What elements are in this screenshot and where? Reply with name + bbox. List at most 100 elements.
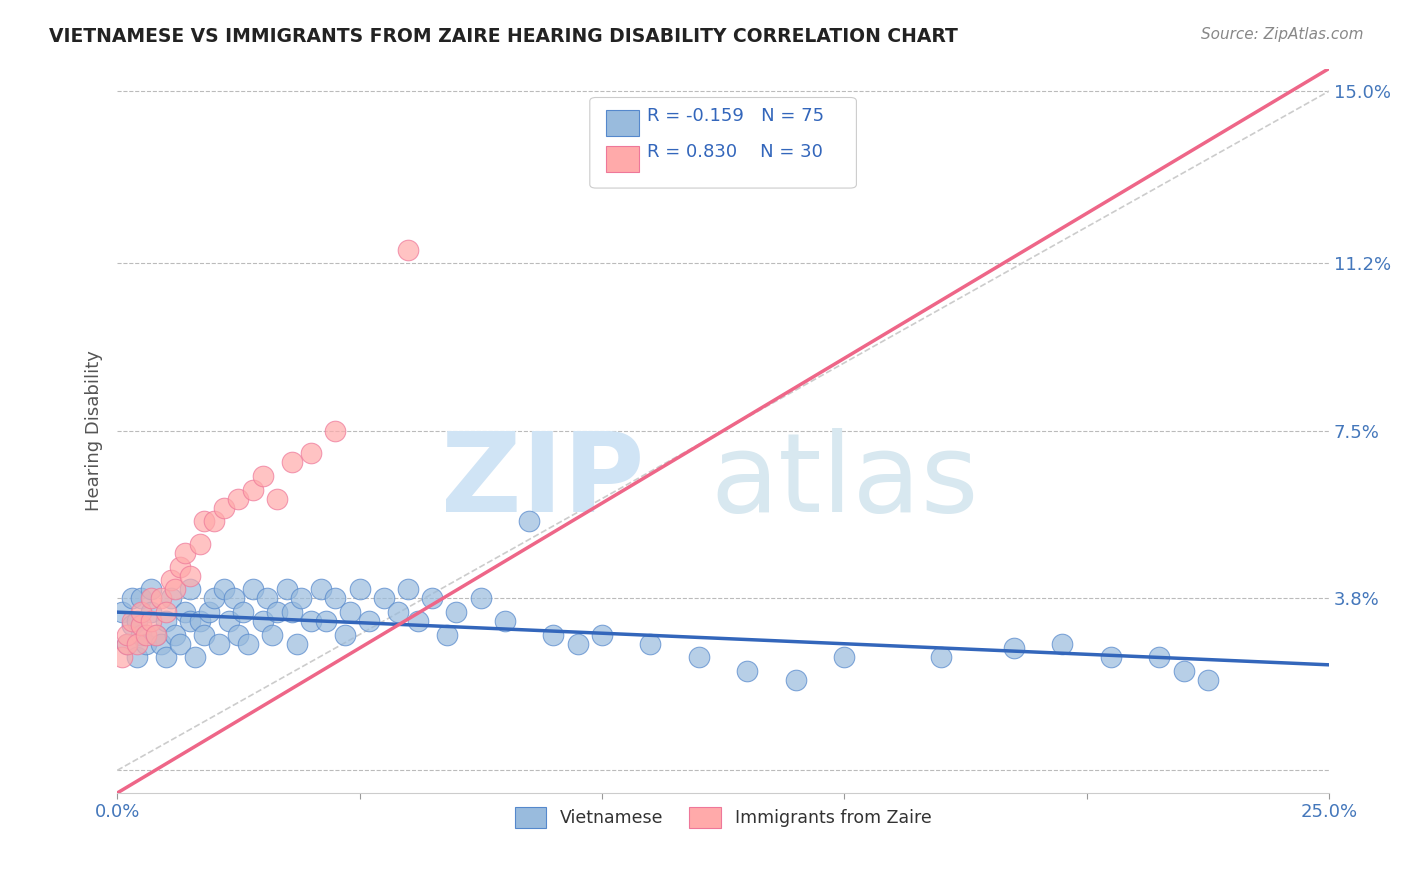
Text: R = 0.830    N = 30: R = 0.830 N = 30 [647,143,823,161]
Point [406,614,429,628]
Point [266,491,288,506]
Point [262,627,284,641]
Point [387,605,409,619]
Point [139,591,162,606]
Point [333,627,356,641]
Point [373,591,395,606]
Point [290,591,312,606]
Point [436,627,458,641]
Point [1099,650,1122,665]
Point [111,605,134,619]
Point [212,500,235,515]
Bar [606,110,640,136]
Point [139,614,162,628]
Point [280,455,302,469]
Point [323,424,346,438]
Point [396,243,419,257]
Point [252,469,274,483]
Point [193,627,215,641]
Point [228,627,250,641]
Point [139,582,162,597]
Point [242,582,264,597]
Point [688,650,710,665]
Point [131,605,153,619]
Point [125,614,148,628]
Text: R = -0.159   N = 75: R = -0.159 N = 75 [647,107,824,125]
Point [139,605,162,619]
Legend: Vietnamese, Immigrants from Zaire: Vietnamese, Immigrants from Zaire [508,800,938,835]
Point [193,514,215,528]
Point [420,591,443,606]
Point [396,582,419,597]
Point [1197,673,1219,687]
Point [169,636,191,650]
Point [1149,650,1171,665]
Point [222,591,245,606]
Point [131,591,153,606]
Point [218,614,240,628]
Point [494,614,516,628]
Point [280,605,302,619]
Point [169,559,191,574]
Point [640,636,662,650]
Point [339,605,361,619]
Point [115,636,138,650]
Point [174,546,197,560]
Point [155,614,177,628]
Point [737,664,759,678]
Point [131,618,153,632]
Point [1173,664,1195,678]
Point [188,537,211,551]
Point [155,650,177,665]
Point [115,627,138,641]
Point [121,614,143,628]
Point [145,627,167,641]
Point [591,627,613,641]
Point [228,491,250,506]
Point [359,614,381,628]
Point [165,582,187,597]
Point [111,650,134,665]
Point [198,605,221,619]
Point [299,446,322,460]
Point [929,650,952,665]
Point [309,582,332,597]
FancyBboxPatch shape [589,97,856,188]
Point [299,614,322,628]
Point [517,514,540,528]
Text: ZIP: ZIP [441,428,644,535]
Point [543,627,565,641]
Point [121,591,143,606]
Point [179,614,201,628]
Point [131,627,153,641]
Bar [606,146,640,172]
Point [567,636,589,650]
Point [159,591,181,606]
Point [236,636,259,650]
Point [202,591,225,606]
Point [446,605,468,619]
Point [135,627,157,641]
Point [1052,636,1074,650]
Point [165,627,187,641]
Point [315,614,337,628]
Text: VIETNAMESE VS IMMIGRANTS FROM ZAIRE HEARING DISABILITY CORRELATION CHART: VIETNAMESE VS IMMIGRANTS FROM ZAIRE HEAR… [49,27,957,45]
Point [242,483,264,497]
Point [184,650,207,665]
Point [202,514,225,528]
Point [208,636,231,650]
Point [256,591,278,606]
Point [349,582,371,597]
Point [115,636,138,650]
Point [149,591,172,606]
Point [121,618,143,632]
Point [252,614,274,628]
Text: atlas: atlas [710,428,979,535]
Point [1002,641,1025,656]
Point [832,650,855,665]
Point [179,582,201,597]
Point [155,605,177,619]
Point [266,605,288,619]
Point [125,636,148,650]
Point [125,650,148,665]
